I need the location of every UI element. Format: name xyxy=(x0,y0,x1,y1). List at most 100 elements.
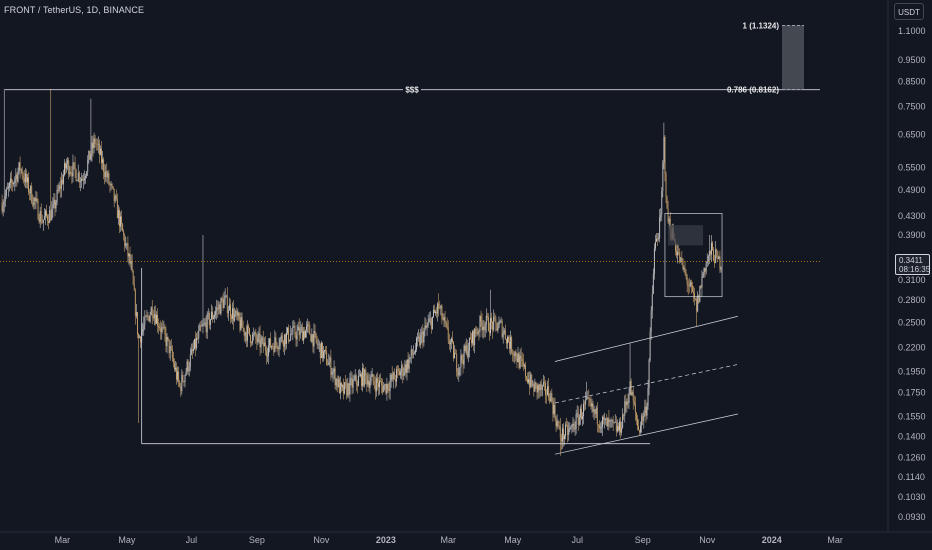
candle-body xyxy=(177,371,179,380)
candle-body xyxy=(353,379,355,380)
candle-body xyxy=(497,327,499,331)
candle-body xyxy=(667,208,669,222)
candle-body xyxy=(103,159,105,172)
candle-body xyxy=(602,416,604,427)
candle-body xyxy=(171,349,173,359)
candle-body xyxy=(89,150,91,160)
candle-body xyxy=(160,328,162,332)
candle-body xyxy=(536,383,538,393)
candle-body xyxy=(130,261,132,264)
candle-body xyxy=(700,286,702,288)
candle-body xyxy=(540,384,542,390)
candle-body xyxy=(401,365,403,372)
candle-body xyxy=(460,355,462,368)
candle-body xyxy=(617,426,619,431)
candle-body xyxy=(438,303,440,309)
candle-body xyxy=(224,296,226,298)
candle-body xyxy=(675,241,676,251)
candle-body xyxy=(101,148,102,163)
candle-body xyxy=(122,223,124,232)
candle-body xyxy=(640,425,642,433)
candle-body xyxy=(666,197,668,209)
candle-body xyxy=(465,345,467,352)
candle-body xyxy=(478,331,480,332)
candle-body xyxy=(207,313,209,314)
candle-body xyxy=(546,394,547,396)
candle-body xyxy=(29,192,31,194)
candle-body xyxy=(706,261,708,264)
time-tick-label: 2024 xyxy=(762,535,782,545)
candle-body xyxy=(57,189,59,191)
candle-body xyxy=(90,154,92,160)
candle-body xyxy=(473,331,475,346)
candle-body xyxy=(480,316,482,322)
candle-body xyxy=(166,337,168,347)
candle-body xyxy=(280,335,282,339)
candle-body xyxy=(243,328,245,336)
candle-body xyxy=(467,350,469,357)
candle-body xyxy=(708,250,710,256)
candle-body xyxy=(495,317,497,323)
candle-body xyxy=(245,332,247,341)
currency-button[interactable]: USDT xyxy=(894,3,924,20)
candle-body xyxy=(17,171,19,182)
candle-body xyxy=(289,339,291,341)
candle-body xyxy=(522,360,524,367)
candle-body xyxy=(64,163,65,175)
candle-body xyxy=(410,349,412,358)
candle-body xyxy=(553,404,555,415)
candle-body xyxy=(542,382,544,386)
candle-body xyxy=(105,170,107,178)
candle-body xyxy=(238,312,240,320)
candle-body xyxy=(551,393,553,401)
fib-zone xyxy=(782,25,804,90)
candles-layer xyxy=(1,88,722,456)
candle-body xyxy=(257,334,259,342)
time-tick-label: Mar xyxy=(55,535,71,545)
candle-body xyxy=(633,401,635,404)
candle-body xyxy=(428,319,430,323)
candle-body xyxy=(128,253,130,257)
candle-body xyxy=(584,403,586,405)
candle-body xyxy=(416,338,417,350)
candle-body xyxy=(654,241,656,249)
candle-body xyxy=(696,299,698,312)
candle-body xyxy=(550,393,552,402)
candle-body xyxy=(267,355,268,357)
candle-body xyxy=(392,372,394,380)
candle-body xyxy=(463,345,465,365)
candle-body xyxy=(111,183,113,187)
candle-body xyxy=(138,334,139,338)
candle-body xyxy=(626,401,628,406)
candle-body xyxy=(115,195,117,200)
candle-body xyxy=(307,324,309,327)
candle-body xyxy=(152,316,154,319)
candle-body xyxy=(665,173,667,198)
candle-body xyxy=(388,389,390,391)
candle-body xyxy=(435,311,436,313)
candle-body xyxy=(590,402,592,407)
candle-body xyxy=(231,316,232,319)
candle-body xyxy=(242,327,244,329)
candle-body xyxy=(125,243,127,247)
time-tick-label: Sep xyxy=(249,535,265,545)
candle-body xyxy=(58,185,60,191)
candle-body xyxy=(14,178,16,183)
candle-body xyxy=(345,382,347,384)
candle-body xyxy=(443,316,445,320)
candle-body xyxy=(405,364,407,374)
candle-body xyxy=(225,295,227,297)
candle-body xyxy=(709,250,711,255)
candle-body xyxy=(165,333,167,347)
candle-body xyxy=(365,369,367,376)
candle-body xyxy=(382,384,384,393)
candle-body xyxy=(136,312,138,335)
candle-body xyxy=(394,379,396,382)
candle-body xyxy=(168,339,170,354)
candle-body xyxy=(558,425,560,427)
candle-body xyxy=(549,397,551,402)
candle-body xyxy=(506,336,508,344)
price-tick-label: 0.2500 xyxy=(898,317,926,327)
candle-body xyxy=(694,293,695,299)
